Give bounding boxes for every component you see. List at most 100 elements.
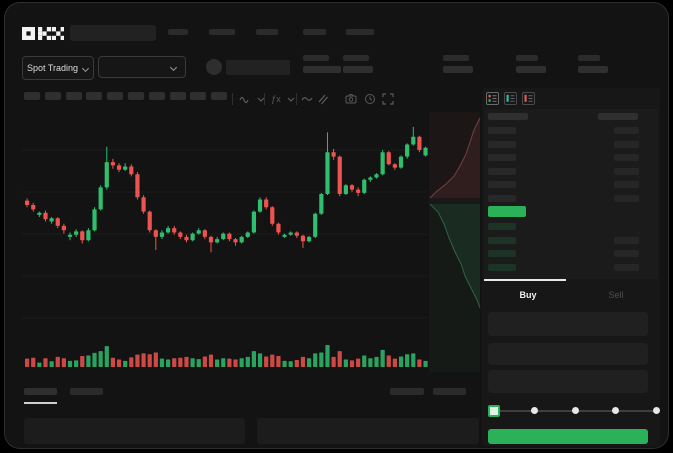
buy-submit-button[interactable]	[488, 429, 648, 444]
ask-row[interactable]	[488, 167, 639, 175]
nav-item-placeholder[interactable]	[209, 29, 235, 35]
bid-row[interactable]	[488, 236, 639, 244]
stat-value-placeholder	[303, 66, 341, 73]
candlestick-series	[25, 126, 428, 253]
search-input[interactable]	[70, 25, 156, 41]
camera-icon[interactable]	[344, 92, 358, 106]
indicator-icon[interactable]: ƒx	[271, 94, 281, 104]
timeframe-placeholder[interactable]	[211, 92, 228, 100]
bid-row[interactable]	[488, 250, 639, 257]
active-tab-indicator	[484, 279, 566, 281]
amount-slider[interactable]	[488, 404, 660, 418]
timeframe-placeholder[interactable]	[128, 92, 144, 100]
timeframe-placeholder[interactable]	[169, 92, 186, 100]
slider-dot[interactable]	[571, 407, 579, 414]
wave-icon[interactable]	[238, 92, 252, 106]
timeframe-placeholder[interactable]	[44, 92, 61, 100]
ask-rows	[488, 127, 639, 208]
size-placeholder	[614, 194, 639, 202]
pair-dropdown[interactable]	[98, 56, 186, 78]
bottom-action-placeholder[interactable]	[390, 388, 424, 395]
market-type-label: Spot Trading	[26, 63, 79, 73]
orderbook-layout-combined-icon[interactable]	[486, 92, 499, 105]
timeframe-placeholder[interactable]	[65, 92, 82, 100]
ask-row[interactable]	[488, 140, 639, 148]
price-placeholder	[488, 181, 516, 188]
stat-label-placeholder	[443, 55, 469, 61]
size-placeholder	[614, 236, 639, 244]
chevron-down-icon[interactable]	[254, 92, 268, 106]
slider-dot[interactable]	[612, 407, 620, 414]
volume-series	[25, 345, 428, 367]
order-amount-field[interactable]	[488, 343, 648, 365]
chevron-down-icon[interactable]	[284, 92, 298, 106]
toolbar-divider	[264, 93, 265, 105]
chevron-down-icon	[83, 65, 89, 71]
price-placeholder	[488, 250, 516, 257]
tab-buy[interactable]: Buy	[519, 290, 537, 300]
bottom-action-placeholder[interactable]	[433, 388, 466, 395]
nav-item-placeholder[interactable]	[346, 29, 374, 35]
chevron-down-icon	[171, 64, 177, 70]
nav-item-placeholder[interactable]	[256, 29, 278, 35]
fullscreen-icon[interactable]	[381, 92, 395, 106]
bottom-tab-active[interactable]	[24, 388, 57, 395]
orderbook-layout-bids-icon[interactable]	[504, 92, 517, 105]
nav-item-placeholder[interactable]	[303, 29, 326, 35]
ask-row[interactable]	[488, 194, 639, 202]
nav-item-placeholder[interactable]	[168, 29, 188, 35]
last-price-bar[interactable]	[488, 206, 526, 217]
price-placeholder	[488, 140, 516, 148]
price-placeholder	[488, 194, 516, 202]
tab-sell[interactable]: Sell	[608, 290, 624, 300]
stat-label-placeholder	[303, 55, 329, 61]
price-placeholder	[488, 223, 516, 230]
timeframe-placeholder[interactable]	[190, 92, 207, 100]
price-placeholder	[488, 154, 516, 161]
ask-row[interactable]	[488, 154, 639, 161]
toolbar-divider	[296, 93, 297, 105]
depth-sidebar[interactable]	[429, 112, 481, 372]
timeframe-placeholder[interactable]	[107, 92, 124, 100]
price-placeholder	[488, 167, 516, 175]
bid-rows	[488, 223, 639, 277]
bid-row[interactable]	[488, 223, 639, 230]
stat-value-placeholder	[578, 66, 608, 73]
draw-icon[interactable]	[316, 92, 330, 106]
bottom-tab[interactable]	[70, 388, 103, 395]
clock-icon[interactable]	[363, 92, 377, 106]
size-placeholder	[614, 263, 639, 271]
price-placeholder	[488, 236, 516, 244]
stat-value-placeholder	[443, 66, 473, 73]
bottom-panel-left	[24, 418, 245, 444]
ask-row[interactable]	[488, 181, 639, 188]
timeframe-placeholder[interactable]	[24, 92, 40, 100]
order-total-field[interactable]	[488, 370, 648, 393]
size-placeholder	[614, 127, 639, 134]
slider-dot[interactable]	[653, 407, 660, 414]
ask-row[interactable]	[488, 127, 639, 134]
size-placeholder	[614, 250, 639, 257]
active-tab-underline	[24, 402, 57, 404]
timeframe-placeholder[interactable]	[86, 92, 103, 100]
stat-value-placeholder	[516, 66, 546, 73]
candlestick-chart[interactable]	[22, 112, 481, 372]
orderbook-header-right	[598, 113, 638, 120]
bid-row[interactable]	[488, 263, 639, 271]
line-type-icon[interactable]	[300, 92, 314, 106]
bottom-panel-right	[257, 418, 479, 444]
stat-label-placeholder	[343, 55, 369, 61]
size-placeholder	[614, 167, 639, 175]
stat-label-placeholder	[516, 55, 538, 61]
order-price-field[interactable]	[488, 312, 648, 336]
price-placeholder	[488, 127, 516, 134]
size-placeholder	[614, 140, 639, 148]
slider-dot[interactable]	[530, 407, 538, 414]
timeframe-placeholder[interactable]	[148, 92, 165, 100]
slider-handle[interactable]	[488, 405, 500, 417]
app-window: Spot Trading ƒx	[4, 2, 669, 449]
size-placeholder	[614, 181, 639, 188]
toolbar-divider	[232, 93, 233, 105]
orderbook-layout-asks-icon[interactable]	[522, 92, 535, 105]
market-type-dropdown[interactable]: Spot Trading	[22, 56, 94, 80]
